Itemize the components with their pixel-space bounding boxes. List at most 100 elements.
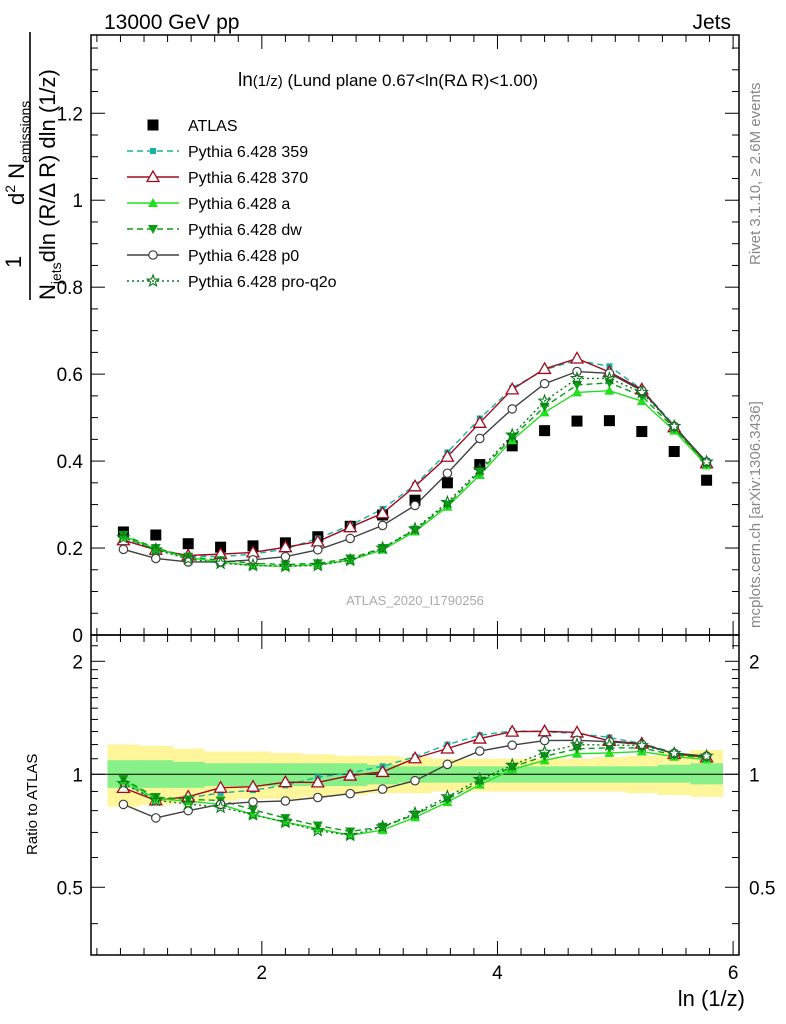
ratio-point (472, 771, 488, 786)
axis-ticks (91, 35, 739, 955)
legend-label: ATLAS (188, 118, 238, 135)
data-point (118, 544, 129, 555)
data-point (410, 525, 420, 535)
data-point (472, 415, 487, 428)
data-point (539, 407, 550, 417)
legend-item: Pythia 6.428 a (127, 196, 290, 213)
ratio-point (345, 788, 355, 799)
legend-label: Pythia 6.428 a (188, 196, 290, 213)
ylabel-n: N (4, 163, 29, 185)
x-axis-label: ln (1/z) (678, 986, 745, 1011)
ratio-y-tick-label: 0.5 (57, 878, 83, 899)
ylabel-d: d (4, 193, 29, 205)
ylabel-den-rest: dln (R/Δ R) dln (1/z) (35, 69, 60, 262)
data-point (409, 494, 421, 506)
ratio-point (310, 822, 326, 837)
ratio-point (213, 780, 228, 793)
ratio-point (442, 759, 453, 770)
side-label-rivet: Rivet 3.1.10, ≥ 2.6M events (747, 83, 764, 266)
y-tick-label: 0.6 (57, 365, 83, 386)
data-point (505, 382, 520, 395)
ratio-point (310, 775, 325, 788)
data-point (504, 427, 520, 442)
ratio-point (407, 750, 423, 764)
data-point (312, 544, 323, 555)
band-inner (657, 764, 692, 783)
ratio-point (213, 799, 228, 814)
ratio-point (280, 796, 291, 806)
data-point (151, 553, 161, 564)
ratio-point (377, 784, 388, 794)
data-point (636, 426, 648, 438)
ratio-point (375, 819, 390, 833)
ratio-point (474, 746, 485, 756)
data-point (571, 415, 583, 427)
legend-label: Pythia 6.428 dw (188, 222, 302, 239)
series-line-main (123, 377, 708, 568)
ratio-point (539, 735, 550, 746)
data-point (604, 385, 615, 395)
legend-item: Pythia 6.428 p0 (127, 248, 299, 265)
x-tick-label: 4 (492, 963, 503, 984)
data-point (602, 370, 617, 385)
data-point (699, 454, 714, 469)
ylabel-den-main: N (35, 284, 60, 300)
data-point (407, 478, 423, 492)
data-point (118, 531, 129, 540)
legend-item: Pythia 6.428 370 (127, 169, 308, 187)
data-point (603, 415, 615, 427)
data-point (280, 560, 291, 570)
legend-item: Pythia 6.428 pro-q2o (127, 273, 337, 291)
data-point (701, 474, 713, 486)
plot-title: ln(1/z) (Lund plane 0.67<ln(RΔ R)<1.00) (238, 70, 538, 91)
x-tick-label: 2 (257, 963, 268, 984)
ratio-y-tick-label-right: 2 (749, 652, 760, 673)
data-point (213, 555, 228, 570)
ratio-point (118, 799, 129, 810)
ratio-point (345, 827, 356, 837)
ratio-point (699, 748, 714, 763)
data-point (343, 519, 358, 533)
data-point (342, 552, 358, 567)
ratio-point (504, 757, 520, 772)
data-point (539, 425, 551, 437)
ratio-point (248, 797, 258, 807)
legend-item: ATLAS (147, 118, 238, 135)
data-point (634, 384, 650, 399)
ratio-point (151, 813, 161, 823)
data-point (440, 494, 455, 509)
legend-item: Pythia 6.428 dw (127, 222, 302, 239)
ratio-point (537, 744, 552, 759)
ratio-point (180, 796, 196, 811)
data-point (148, 542, 164, 556)
data-point (668, 446, 680, 458)
ylabel-d-sup: 2 (2, 185, 18, 193)
ratio-point (440, 741, 455, 754)
legend-marker (145, 169, 161, 183)
legend-marker (145, 273, 161, 288)
data-point (474, 433, 485, 444)
data-point (150, 544, 161, 554)
header-right: Jets (692, 11, 731, 34)
data-point (377, 520, 388, 531)
legend-marker (148, 250, 158, 260)
data-point (345, 533, 355, 544)
data-point (666, 418, 682, 433)
ratio-point (666, 745, 682, 760)
ratio-point (217, 790, 224, 797)
legend-label: Pythia 6.428 pro-q2o (188, 274, 337, 291)
ratio-point (116, 775, 131, 790)
side-label-mcplots: mcplots.cern.ch [arXiv:1306.3436] (747, 401, 764, 628)
data-point (569, 351, 585, 364)
legend-label: Pythia 6.428 370 (188, 170, 308, 187)
y-axis-label: 1 Njetsdln (R/Δ R) dln (1/z) d2 Nemissio… (1, 32, 64, 300)
legend-marker (147, 119, 159, 131)
ratio-y-tick-label: 1 (72, 765, 83, 786)
ratio-point (634, 738, 650, 752)
band-inner (172, 761, 205, 788)
ratio-point (342, 827, 358, 842)
y-tick-label: 0 (72, 626, 83, 647)
data-point (375, 540, 390, 555)
ratio-point (440, 789, 455, 803)
ratio-point (505, 724, 520, 737)
